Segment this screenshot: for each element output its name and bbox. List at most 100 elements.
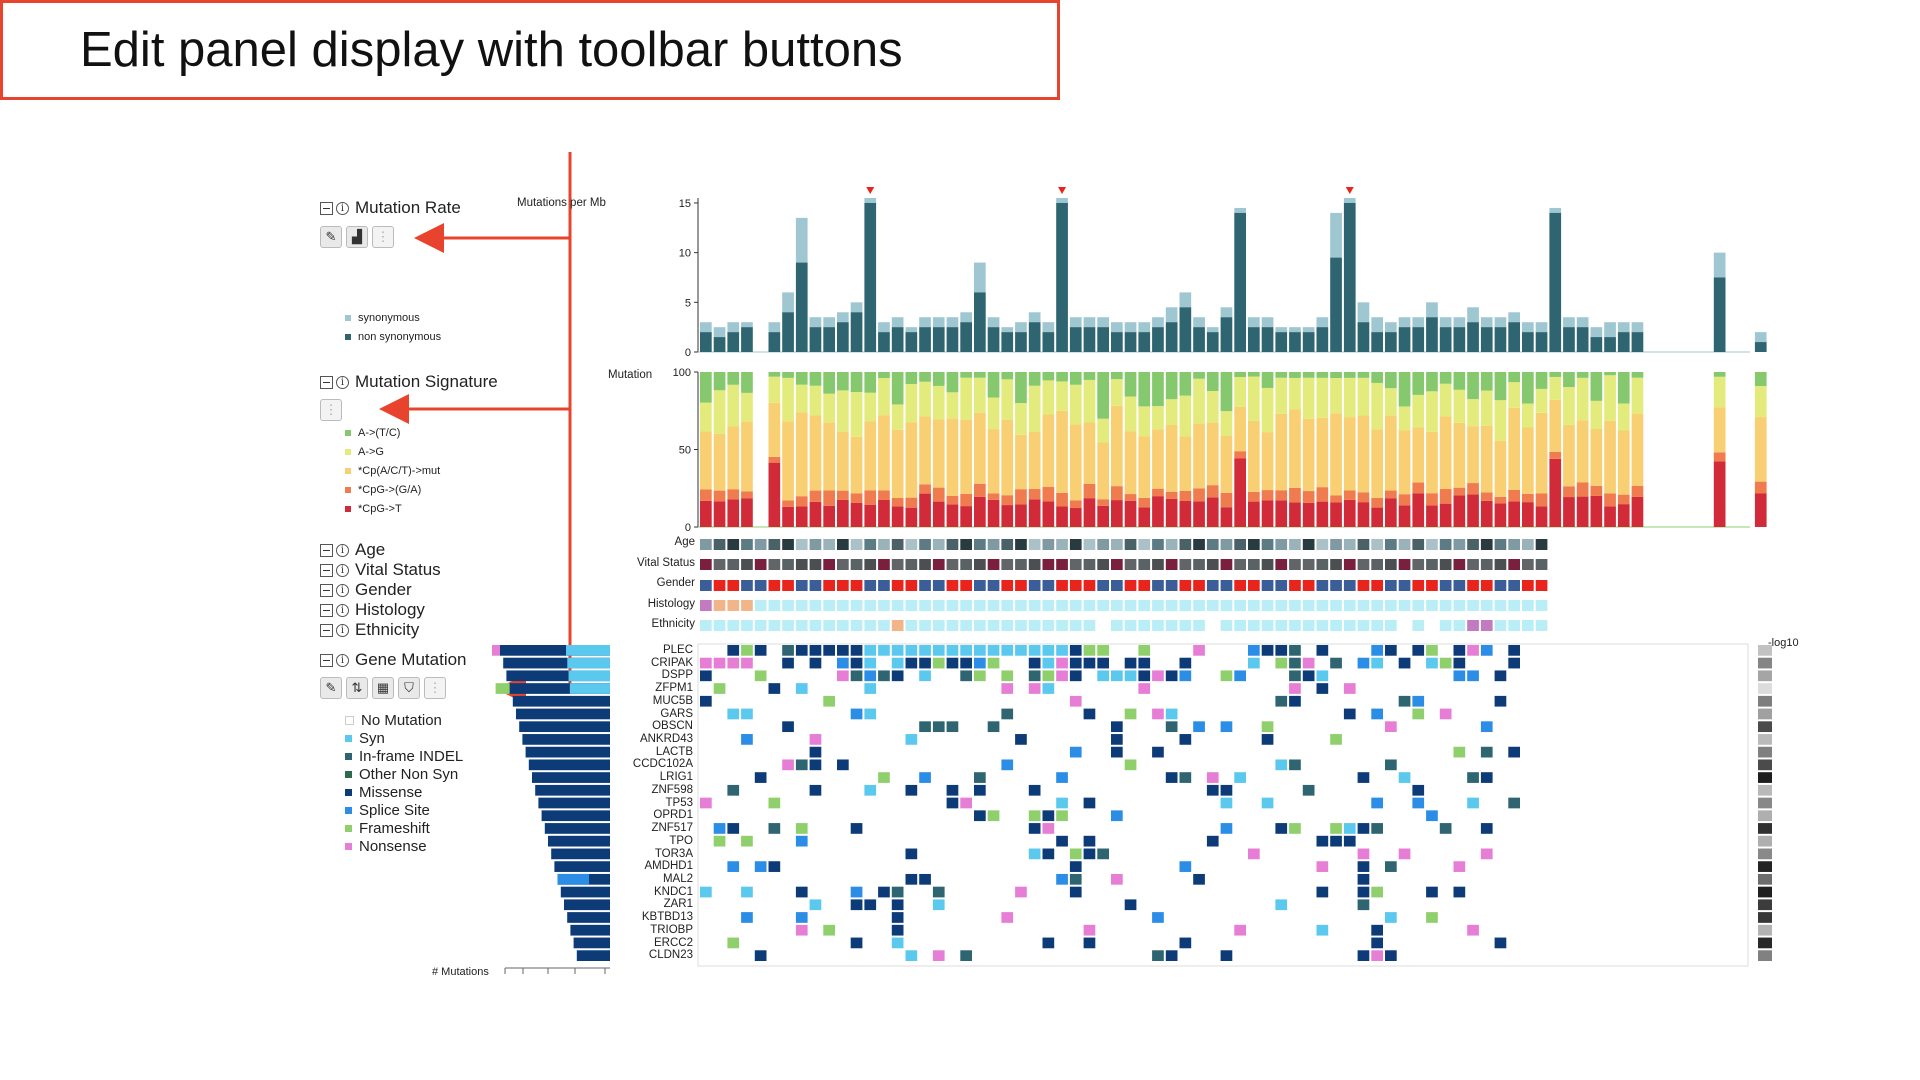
rate-bar-nonsyn bbox=[1261, 327, 1274, 352]
more-button[interactable]: ⋮ bbox=[372, 226, 394, 248]
section-vital-status: i Vital Status bbox=[320, 560, 441, 580]
gene-cell bbox=[1042, 848, 1055, 860]
clinical-cell bbox=[905, 620, 918, 631]
sig-bar-segment bbox=[713, 372, 726, 391]
gene-cell bbox=[932, 645, 945, 656]
sig-bar-segment bbox=[1042, 501, 1055, 527]
rate-bar-nonsyn bbox=[1234, 212, 1246, 352]
gene-cell bbox=[1111, 746, 1123, 758]
sig-bar-segment bbox=[1385, 498, 1397, 527]
clinical-cell bbox=[809, 620, 822, 631]
edit-button[interactable]: ✎ bbox=[320, 226, 342, 248]
info-icon[interactable]: i bbox=[336, 201, 349, 215]
rate-bar-nonsyn bbox=[1343, 202, 1356, 352]
gene-cell bbox=[1371, 708, 1383, 720]
clinical-cell bbox=[1494, 539, 1507, 550]
gene-cell bbox=[1289, 657, 1301, 669]
sig-bar-segment bbox=[1480, 390, 1493, 426]
sig-bar-segment bbox=[974, 496, 986, 527]
clinical-cell bbox=[1193, 580, 1205, 591]
gene-cell bbox=[850, 708, 863, 720]
gene-cell bbox=[1412, 784, 1425, 796]
collapse-icon[interactable] bbox=[320, 583, 333, 597]
clinical-cell bbox=[1193, 559, 1205, 570]
sig-tick-label: 0 bbox=[685, 522, 691, 534]
info-icon[interactable]: i bbox=[336, 623, 349, 637]
bar-chart-button[interactable]: ▟ bbox=[346, 226, 368, 248]
rate-bar-syn bbox=[727, 322, 740, 333]
sig-bar-segment bbox=[1535, 412, 1548, 494]
gene-cell bbox=[864, 708, 877, 720]
filter-button[interactable]: ⛉ bbox=[398, 677, 420, 699]
sig-bar-segment bbox=[1494, 440, 1507, 497]
info-icon[interactable]: i bbox=[336, 563, 349, 577]
rate-bar-syn bbox=[1069, 317, 1082, 328]
gene-cell bbox=[1398, 695, 1411, 707]
section-ethnicity: i Ethnicity bbox=[320, 620, 419, 640]
gene-cell bbox=[1193, 873, 1205, 885]
sig-bar-segment bbox=[1261, 387, 1274, 433]
info-icon[interactable]: i bbox=[336, 653, 349, 667]
grid-button[interactable]: ▦ bbox=[372, 677, 394, 699]
clinical-cell bbox=[713, 580, 726, 591]
sig-bar-segment bbox=[1371, 372, 1383, 383]
rate-bar-nonsyn bbox=[1206, 332, 1219, 352]
gene-cell bbox=[837, 759, 849, 771]
info-icon[interactable]: i bbox=[336, 375, 349, 389]
sig-bar-segment bbox=[1330, 413, 1342, 496]
clinical-cell bbox=[741, 620, 753, 631]
gene-cell bbox=[768, 683, 781, 694]
sig-bar-segment bbox=[987, 372, 1000, 398]
sig-bar-segment bbox=[1015, 372, 1027, 404]
sig-bar-segment bbox=[1165, 498, 1178, 527]
collapse-icon[interactable] bbox=[320, 543, 333, 557]
more-button[interactable]: ⋮ bbox=[320, 399, 342, 421]
sig-bar-segment bbox=[1001, 372, 1014, 380]
clinical-cell bbox=[1001, 600, 1014, 611]
clinical-cell bbox=[1412, 559, 1425, 570]
clinical-cell bbox=[1028, 580, 1041, 591]
rate-bar-syn bbox=[1508, 312, 1520, 323]
edit-button[interactable]: ✎ bbox=[320, 677, 342, 699]
clinical-cell bbox=[741, 580, 753, 591]
info-icon[interactable]: i bbox=[336, 603, 349, 617]
gene-cell bbox=[932, 950, 945, 961]
sig-bar-segment bbox=[1028, 489, 1041, 500]
swatch bbox=[345, 753, 352, 760]
clinical-cell bbox=[974, 600, 986, 611]
clinical-cell bbox=[1069, 559, 1082, 570]
collapse-icon[interactable] bbox=[320, 375, 333, 389]
legend-label: A->(T/C) bbox=[358, 427, 401, 439]
collapse-icon[interactable] bbox=[320, 603, 333, 617]
sort-button[interactable]: ⇅ bbox=[346, 677, 368, 699]
sig-bar-segment bbox=[1604, 493, 1616, 507]
collapse-icon[interactable] bbox=[320, 201, 333, 215]
gene-cell bbox=[905, 950, 918, 961]
sig-bar-segment bbox=[795, 372, 808, 385]
gene-cell bbox=[754, 645, 767, 656]
gene-cell bbox=[1028, 657, 1041, 669]
collapse-icon[interactable] bbox=[320, 623, 333, 637]
sig-bar-segment bbox=[713, 390, 726, 434]
sig-bar-segment bbox=[1015, 504, 1027, 527]
signature-legend-item: *CpG->T bbox=[345, 503, 402, 515]
collapse-icon[interactable] bbox=[320, 563, 333, 577]
gene-cell bbox=[700, 886, 712, 898]
clinical-cell bbox=[837, 559, 849, 570]
sig-bar-segment bbox=[1289, 372, 1301, 378]
rate-bar-syn bbox=[1206, 327, 1219, 333]
legend-label: *Cp(A/C/T)->mut bbox=[358, 465, 441, 477]
rate-bar-syn bbox=[1261, 317, 1274, 328]
clinical-cell bbox=[809, 600, 822, 611]
info-icon[interactable]: i bbox=[336, 583, 349, 597]
sig-bar-segment bbox=[1220, 372, 1233, 412]
info-icon[interactable]: i bbox=[336, 543, 349, 557]
clinical-cell bbox=[1439, 559, 1452, 570]
gene-count-bar bbox=[528, 759, 610, 771]
rate-bar-syn bbox=[1302, 327, 1315, 333]
gene-cell bbox=[1042, 670, 1055, 682]
clinical-cell bbox=[1412, 600, 1425, 611]
collapse-icon[interactable] bbox=[320, 653, 333, 667]
clinical-cell bbox=[1234, 600, 1246, 611]
more-button[interactable]: ⋮ bbox=[424, 677, 446, 699]
